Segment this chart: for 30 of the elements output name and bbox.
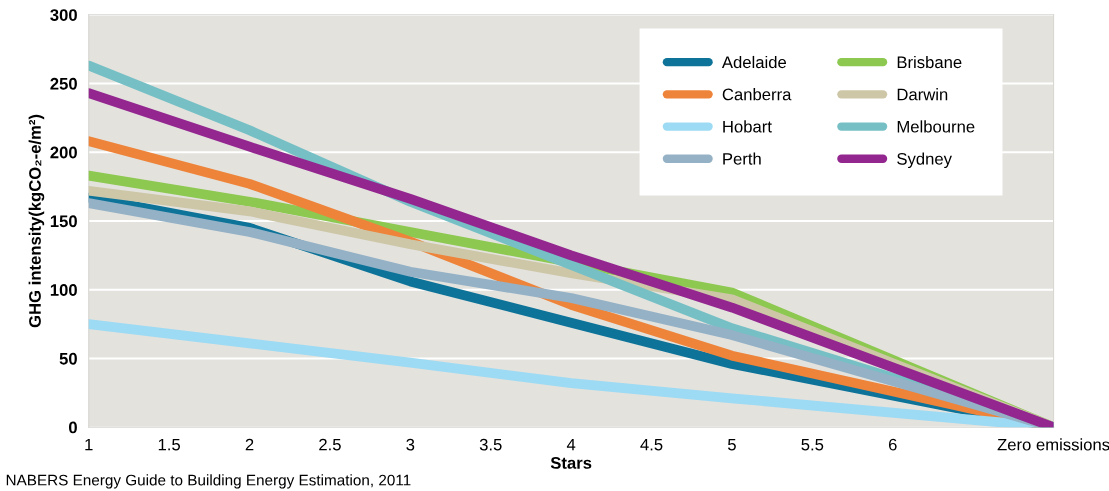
legend-label: Canberra	[722, 88, 792, 101]
legend-label: Sydney	[897, 152, 952, 169]
y-tick-label: 200	[50, 146, 77, 159]
x-tick-label: 4.5	[640, 438, 663, 451]
y-tick-label: 300	[50, 9, 77, 21]
x-tick-label: 6	[888, 438, 897, 451]
legend-label: Melbourne	[897, 120, 975, 133]
x-tick-label: 2.5	[319, 438, 341, 451]
x-axis-title: Stars	[550, 457, 592, 469]
y-tick-label: 150	[50, 215, 77, 228]
x-tick-label: 5	[727, 438, 736, 451]
y-tick-label: 100	[50, 284, 77, 296]
legend-label: Adelaide	[721, 55, 787, 69]
y-axis-title: GHG intensity(kgCO₂-e/m²)	[28, 114, 45, 328]
x-tick-label: 2	[245, 438, 254, 451]
legend-label: Darwin	[897, 88, 948, 101]
x-tick-label: 1	[85, 438, 93, 451]
y-tick-label: 0	[69, 421, 77, 434]
legend-label: Perth	[723, 152, 761, 165]
legend-label: Brisbane	[897, 55, 962, 69]
x-tick-label: 5.5	[801, 438, 824, 451]
x-tick-label: 1.5	[158, 438, 181, 451]
x-tick-label: 4	[566, 438, 576, 451]
x-tick-label: 3.5	[479, 438, 502, 451]
legend-label: Hobart	[723, 120, 772, 133]
x-tick-label: Zero emissions	[997, 438, 1109, 451]
y-tick-label: 50	[59, 352, 77, 365]
x-tick-label: 3	[406, 438, 415, 451]
text: NABERS Energy Guide to Building Energy Estimation, 2011	[6, 474, 411, 489]
y-tick-label: 250	[50, 77, 77, 90]
